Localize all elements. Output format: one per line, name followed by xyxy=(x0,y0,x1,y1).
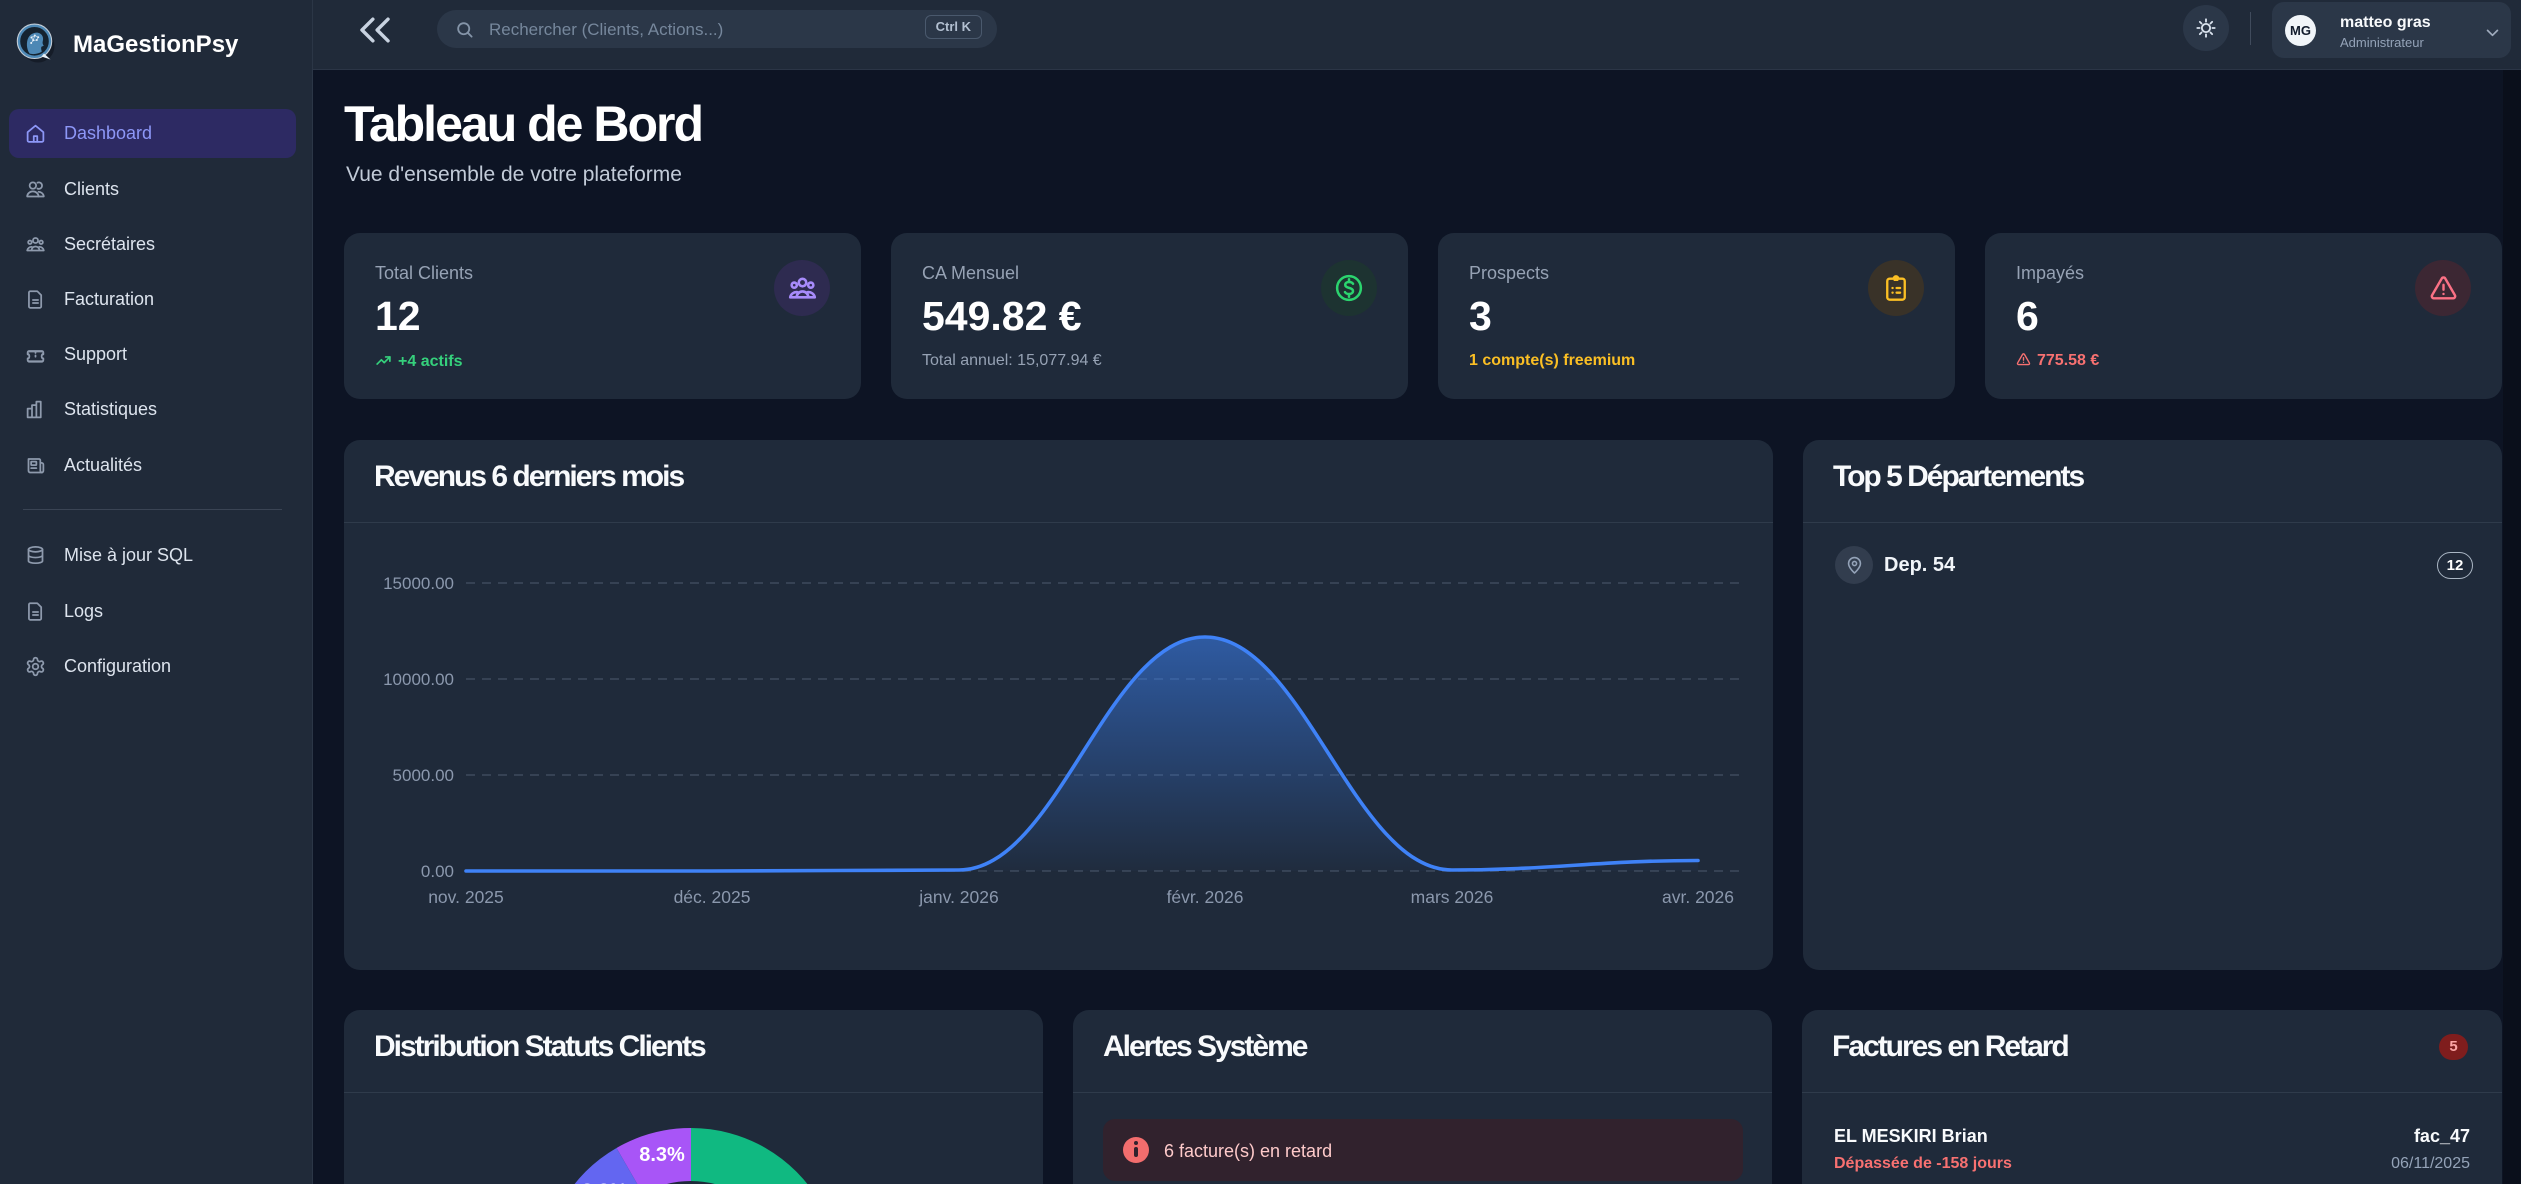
svg-text:15000.00: 15000.00 xyxy=(383,574,454,593)
svg-text:8.3%: 8.3% xyxy=(582,1180,628,1184)
svg-text:janv. 2026: janv. 2026 xyxy=(918,887,998,907)
svg-text:févr. 2026: févr. 2026 xyxy=(1167,887,1244,907)
svg-text:10000.00: 10000.00 xyxy=(383,670,454,689)
svg-text:0.00: 0.00 xyxy=(421,862,454,881)
svg-text:5000.00: 5000.00 xyxy=(393,766,454,785)
svg-text:nov. 2025: nov. 2025 xyxy=(428,887,504,907)
svg-text:8.3%: 8.3% xyxy=(639,1144,685,1166)
svg-text:déc. 2025: déc. 2025 xyxy=(674,887,751,907)
svg-text:mars 2026: mars 2026 xyxy=(1411,887,1494,907)
svg-text:avr. 2026: avr. 2026 xyxy=(1662,887,1734,907)
